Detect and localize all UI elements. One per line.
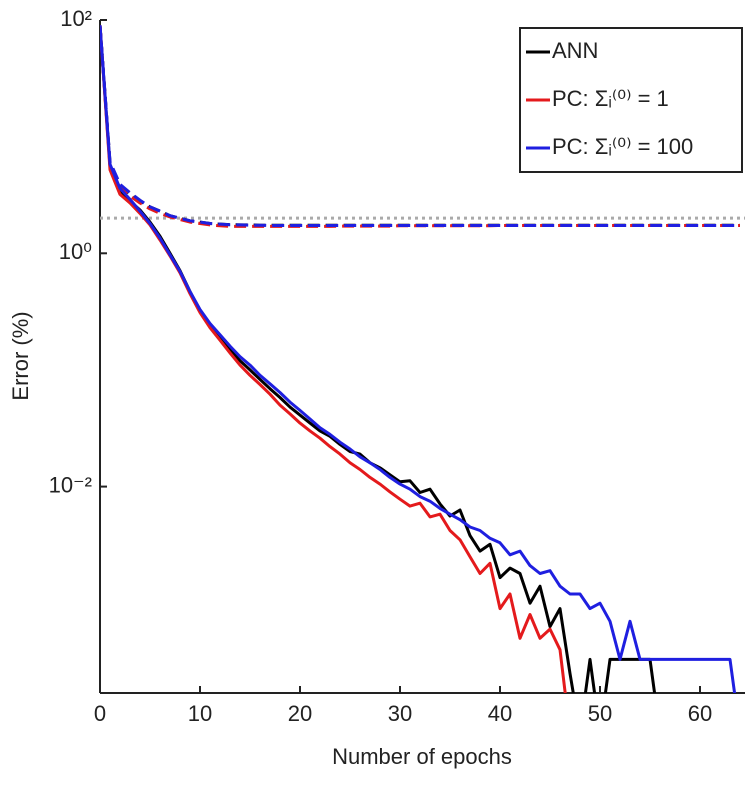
plot-area: [100, 25, 745, 693]
legend-label: PC: Σᵢ⁽⁰⁾ = 1: [552, 86, 669, 111]
x-axis-label: Number of epochs: [332, 744, 512, 769]
train-line: [100, 25, 737, 693]
test-line: [100, 25, 740, 227]
x-tick-label: 50: [588, 701, 612, 726]
x-tick-label: 60: [688, 701, 712, 726]
legend-label: PC: Σᵢ⁽⁰⁾ = 100: [552, 134, 693, 159]
x-tick-label: 20: [288, 701, 312, 726]
y-tick-label: 10²: [60, 6, 92, 31]
x-tick-label: 30: [388, 701, 412, 726]
y-tick-label: 10⁻²: [49, 472, 92, 497]
train-line: [100, 25, 567, 693]
y-axis-label: Error (%): [8, 311, 33, 400]
x-tick-label: 10: [188, 701, 212, 726]
legend-box: [519, 27, 743, 173]
y-tick-label: 10⁰: [59, 239, 92, 264]
x-tick-label: 40: [488, 701, 512, 726]
legend-label: ANN: [552, 38, 598, 63]
x-tick-label: 0: [94, 701, 106, 726]
